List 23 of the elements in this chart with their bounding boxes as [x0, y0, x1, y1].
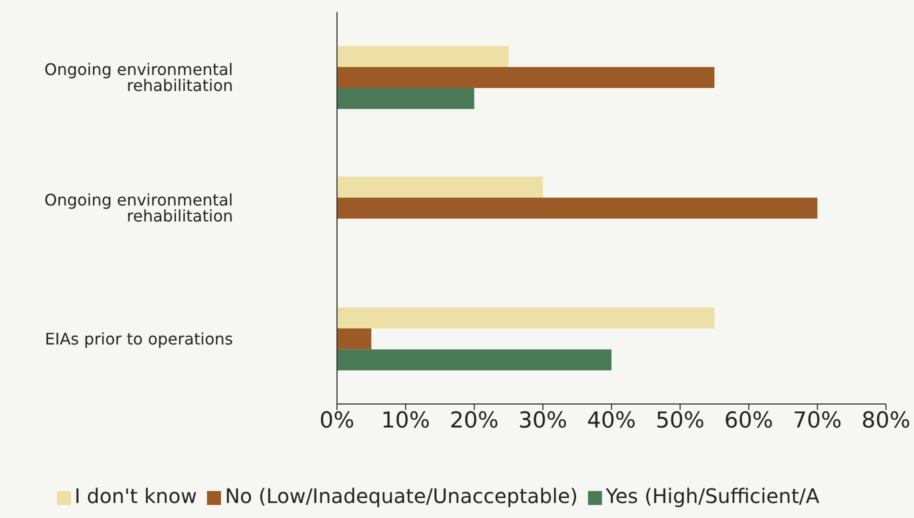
- x-tick-label: 10%: [381, 408, 430, 434]
- x-tick-label: 80%: [862, 408, 910, 434]
- bar: [337, 46, 509, 67]
- bar: [337, 198, 818, 219]
- bar: [337, 349, 612, 370]
- bar: [337, 67, 714, 88]
- bar: [337, 176, 543, 198]
- x-tick-label: 20%: [450, 408, 499, 434]
- x-tick-label: 40%: [587, 408, 636, 434]
- y-tick-label: Ongoing environmental rehabilitation: [44, 60, 233, 96]
- x-tick-label: 50%: [656, 408, 705, 434]
- y-tick-label: Ongoing environmental rehabilitation: [44, 190, 233, 226]
- x-tick-label: 60%: [724, 408, 774, 434]
- y-tick-label: EIAs prior to operations: [44, 329, 233, 348]
- bar: [337, 307, 714, 328]
- x-tick-label: 70%: [792, 408, 842, 434]
- legend-label: No (Low/Inadequate/Unacceptable): [224, 484, 578, 508]
- legend-label: I don't know: [74, 484, 197, 508]
- x-tick-label: 30%: [518, 408, 568, 434]
- x-tick-label: 0%: [320, 408, 354, 434]
- legend-label: Yes (High/Sufficient/A: [606, 484, 820, 508]
- bar: [337, 328, 372, 350]
- bar: [337, 88, 474, 109]
